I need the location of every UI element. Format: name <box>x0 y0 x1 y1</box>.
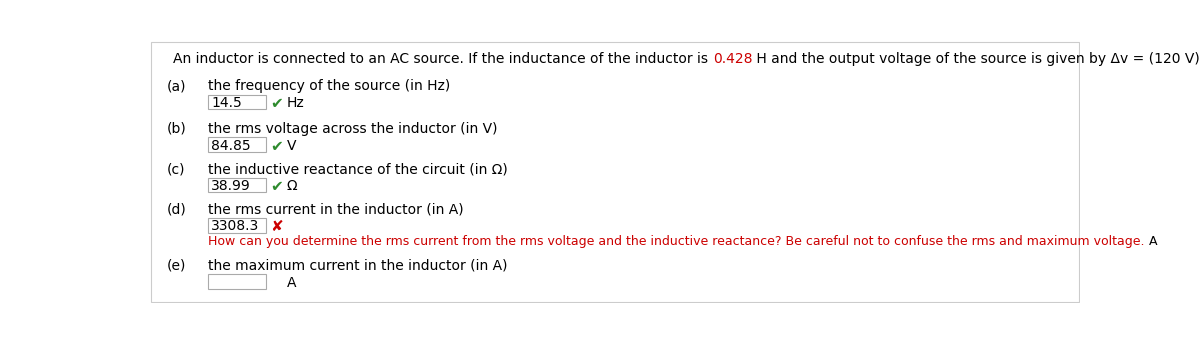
Text: the inductive reactance of the circuit (in Ω): the inductive reactance of the circuit (… <box>208 163 508 176</box>
Text: Hz: Hz <box>287 96 304 110</box>
Text: (d): (d) <box>167 203 187 217</box>
FancyBboxPatch shape <box>151 41 1079 302</box>
Text: 84.85: 84.85 <box>211 139 251 153</box>
Text: 38.99: 38.99 <box>211 180 251 193</box>
FancyBboxPatch shape <box>208 95 266 109</box>
Text: (a): (a) <box>167 79 186 93</box>
Text: H and the output voltage of the source is given by Δv = (120 V)sin[(: H and the output voltage of the source i… <box>752 52 1200 66</box>
Text: 3308.3: 3308.3 <box>211 219 259 234</box>
Text: the rms voltage across the inductor (in V): the rms voltage across the inductor (in … <box>208 122 498 136</box>
Text: A: A <box>287 276 296 290</box>
Text: Ω: Ω <box>287 180 298 193</box>
Text: ✔: ✔ <box>270 96 283 111</box>
Text: A: A <box>1145 235 1157 248</box>
Text: the rms current in the inductor (in A): the rms current in the inductor (in A) <box>208 203 463 217</box>
FancyBboxPatch shape <box>208 178 266 192</box>
Text: ✔: ✔ <box>270 180 283 194</box>
Text: (c): (c) <box>167 163 186 176</box>
Text: (e): (e) <box>167 259 186 273</box>
Text: An inductor is connected to an AC source. If the inductance of the inductor is: An inductor is connected to an AC source… <box>173 52 713 66</box>
Text: How can you determine the rms current from the rms voltage and the inductive rea: How can you determine the rms current fr… <box>208 235 1145 248</box>
Text: ✘: ✘ <box>270 219 283 235</box>
FancyBboxPatch shape <box>208 137 266 152</box>
Text: the maximum current in the inductor (in A): the maximum current in the inductor (in … <box>208 259 508 273</box>
Text: ✔: ✔ <box>270 139 283 154</box>
Text: (b): (b) <box>167 122 187 136</box>
FancyBboxPatch shape <box>208 274 266 289</box>
Text: 0.428: 0.428 <box>713 52 752 66</box>
Text: V: V <box>287 139 296 153</box>
Text: 14.5: 14.5 <box>211 96 242 110</box>
Text: the frequency of the source (in Hz): the frequency of the source (in Hz) <box>208 79 450 93</box>
FancyBboxPatch shape <box>208 218 266 233</box>
